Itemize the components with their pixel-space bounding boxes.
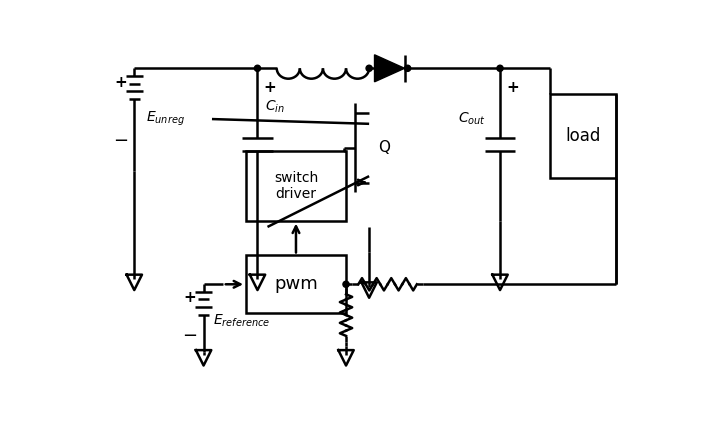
Circle shape xyxy=(366,65,372,71)
FancyBboxPatch shape xyxy=(246,152,346,221)
Text: $C_{out}$: $C_{out}$ xyxy=(458,110,485,127)
Text: +: + xyxy=(506,80,519,95)
Circle shape xyxy=(404,65,411,71)
Text: +: + xyxy=(183,290,196,305)
Text: −: − xyxy=(113,132,128,151)
Text: $E_{reference}$: $E_{reference}$ xyxy=(213,313,270,329)
Text: Q: Q xyxy=(379,140,390,155)
Text: pwm: pwm xyxy=(274,275,318,293)
Text: load: load xyxy=(565,127,601,145)
Text: switch
driver: switch driver xyxy=(274,171,318,201)
FancyBboxPatch shape xyxy=(550,94,616,178)
Text: −: − xyxy=(182,327,198,345)
Circle shape xyxy=(497,65,503,71)
Circle shape xyxy=(343,281,349,287)
FancyBboxPatch shape xyxy=(246,256,346,313)
Circle shape xyxy=(255,65,260,71)
Text: $C_{in}$: $C_{in}$ xyxy=(265,98,285,115)
Polygon shape xyxy=(374,55,404,82)
Text: +: + xyxy=(114,74,127,89)
Text: $E_{unreg}$: $E_{unreg}$ xyxy=(146,109,185,128)
Text: +: + xyxy=(264,80,276,95)
